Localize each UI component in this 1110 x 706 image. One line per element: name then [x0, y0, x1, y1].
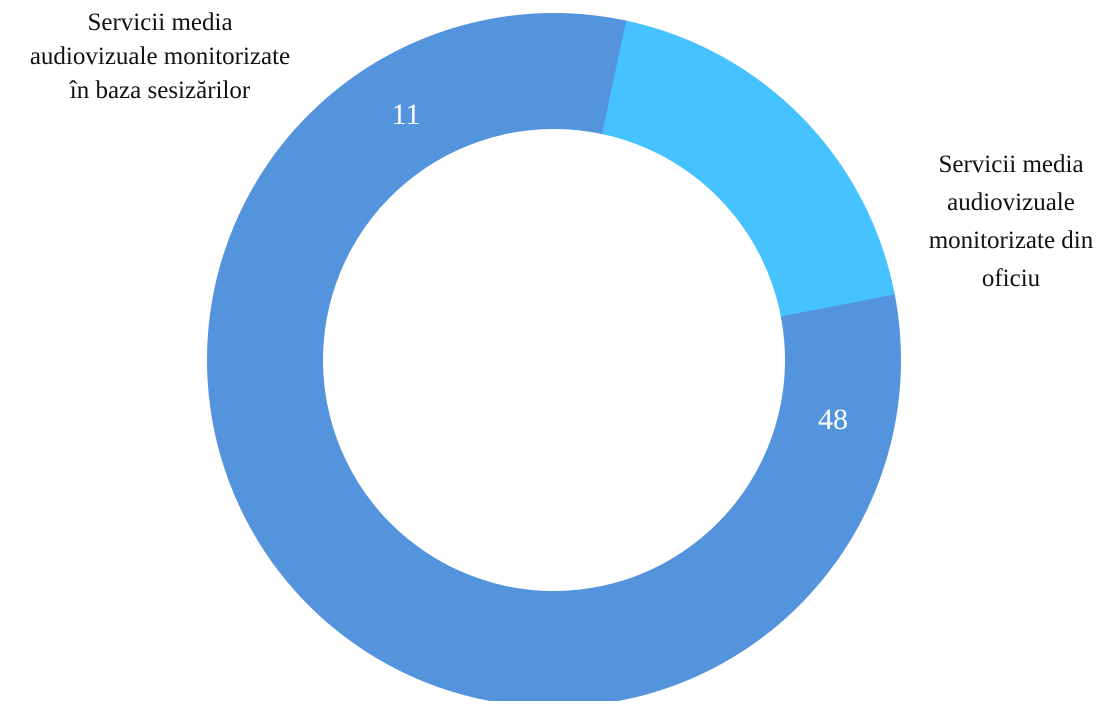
category-label-0-line-0: Servicii media — [87, 9, 232, 36]
category-label-0: Servicii media audiovizuale monitorizate î… — [30, 9, 290, 104]
donut-slice-body-0 — [602, 20, 895, 317]
category-labels-layer: Servicii media audiovizuale monitorizate î… — [30, 9, 1094, 292]
category-label-1: Servicii media audiovizuale monitorizate d… — [929, 151, 1094, 292]
category-label-0-line-2: în baza sesizărilor — [69, 77, 251, 104]
donut-slice-body-1 — [207, 13, 901, 706]
donut-slice-0 — [602, 20, 895, 317]
category-label-0-line-1: audiovizuale monitorizate — [30, 43, 290, 70]
value-labels-layer: 11 48 — [392, 98, 848, 436]
category-label-1-line-2: monitorizate din — [929, 227, 1094, 254]
value-label-1: 48 — [818, 403, 848, 436]
slices-layer — [207, 13, 901, 706]
value-label-0: 11 — [392, 98, 421, 131]
category-label-1-line-1: audiovizuale — [947, 189, 1075, 216]
category-label-1-line-0: Servicii media — [938, 151, 1083, 178]
category-label-1-line-3: oficiu — [982, 265, 1041, 292]
